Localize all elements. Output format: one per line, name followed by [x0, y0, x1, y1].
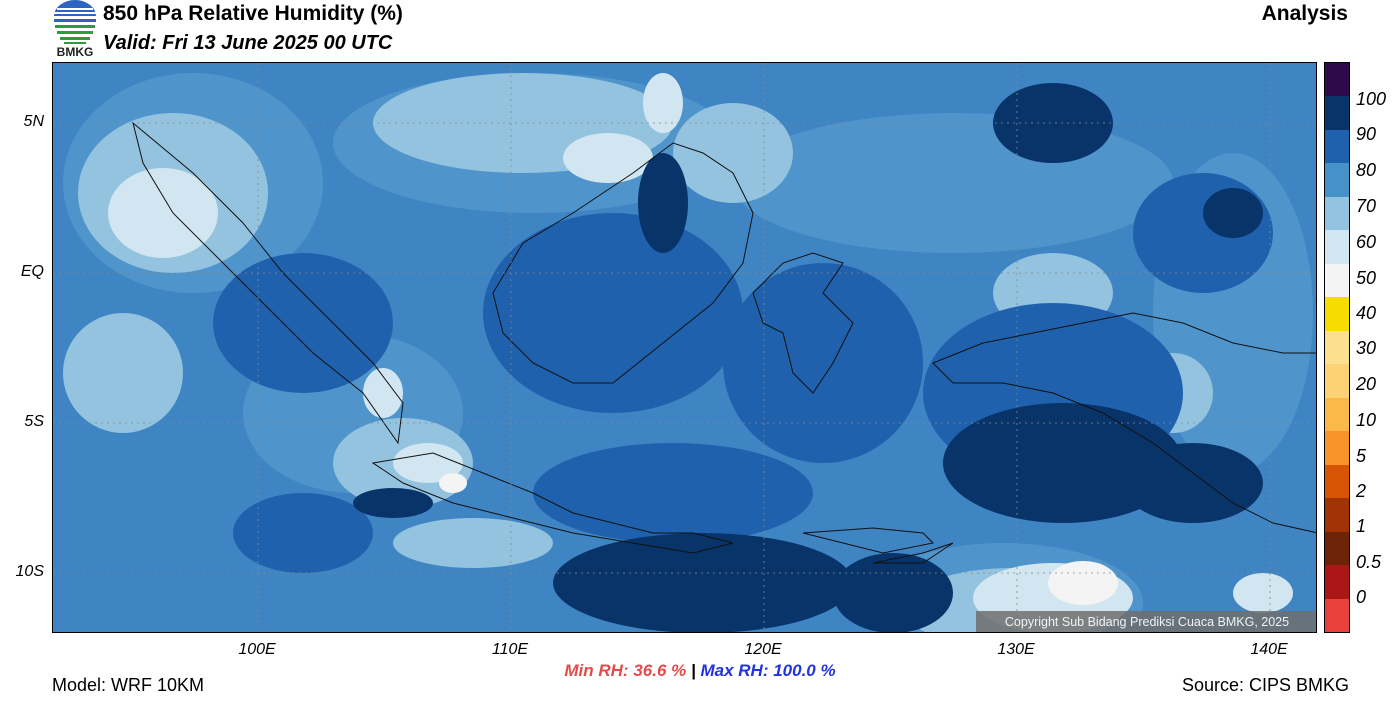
cb-label-30: 30: [1356, 338, 1377, 358]
colorbar-segment: [1325, 163, 1349, 197]
colorbar-segment: [1325, 431, 1349, 465]
valid-time: Valid: Fri 13 June 2025 00 UTC: [103, 32, 393, 54]
colorbar-segment: [1325, 464, 1349, 499]
cb-label-100: 100: [1356, 89, 1387, 109]
cb-label-20: 20: [1356, 374, 1377, 394]
cb-label-60: 60: [1356, 232, 1377, 252]
colorbar-segment: [1325, 263, 1349, 298]
colorbar-segment: [1325, 531, 1349, 566]
bmkg-logo: BMKG: [51, 0, 99, 60]
colorbar-segment: [1325, 230, 1349, 264]
colorbar-segment: [1325, 565, 1349, 599]
cb-label-80: 80: [1356, 160, 1377, 180]
colorbar: [1324, 62, 1350, 633]
colorbar-segment: [1325, 598, 1349, 632]
colorbar-segment: [1325, 364, 1349, 398]
gridlines: [53, 63, 1316, 632]
colorbar-segment: [1325, 196, 1349, 231]
cb-label-0: 0: [1356, 587, 1367, 607]
lon-label-110e: 110E: [491, 641, 529, 658]
colorbar-segment: [1325, 498, 1349, 532]
cb-label-2: 2: [1356, 481, 1367, 501]
analysis-label: Analysis: [1261, 2, 1348, 25]
colorbar-segment: [1325, 297, 1349, 331]
cb-label-50: 50: [1356, 268, 1377, 288]
cb-label-90: 90: [1356, 124, 1377, 144]
lon-label-120e: 120E: [744, 641, 782, 658]
max-rh: Max RH: 100.0 %: [700, 661, 836, 680]
lon-label-130e: 130E: [997, 641, 1035, 658]
logo-text: BMKG: [56, 45, 94, 59]
stats-separator: |: [690, 661, 696, 680]
cb-label-10: 10: [1356, 410, 1377, 430]
lat-label-5s: 5S: [24, 413, 44, 430]
colorbar-segment: [1325, 63, 1349, 97]
model-label: Model: WRF 10KM: [52, 675, 205, 695]
cb-label-1: 1: [1356, 516, 1367, 536]
rh-40-50-zones: [439, 473, 1118, 605]
lat-label-5n: 5N: [23, 113, 44, 130]
cb-label-70: 70: [1356, 196, 1377, 216]
colorbar-segment: [1325, 397, 1349, 432]
cb-label-40: 40: [1356, 303, 1377, 323]
copyright-note: Copyright Sub Bidang Prediksi Cuaca BMKG…: [976, 611, 1316, 632]
lat-label-eq: EQ: [20, 263, 44, 280]
rh-90-100-zones: [353, 83, 1263, 632]
colorbar-segment: [1325, 96, 1349, 130]
map-title: 850 hPa Relative Humidity (%): [103, 2, 403, 25]
source-label: Source: CIPS BMKG: [1181, 675, 1349, 695]
cb-label-0-5: 0.5: [1356, 552, 1382, 572]
colorbar-segment: [1325, 129, 1349, 164]
cb-label-5: 5: [1356, 446, 1367, 466]
colorbar-segment: [1325, 330, 1349, 365]
lon-label-100e: 100E: [238, 641, 276, 658]
lat-label-10s: 10S: [15, 563, 44, 580]
min-rh: Min RH: 36.6 %: [564, 661, 687, 680]
lon-label-140e: 140E: [1250, 641, 1288, 658]
humidity-map: Copyright Sub Bidang Prediksi Cuaca BMKG…: [52, 62, 1317, 633]
coastlines: [132, 121, 1316, 564]
rh-stats: Min RH: 36.6 % | Max RH: 100.0 %: [0, 661, 1400, 681]
